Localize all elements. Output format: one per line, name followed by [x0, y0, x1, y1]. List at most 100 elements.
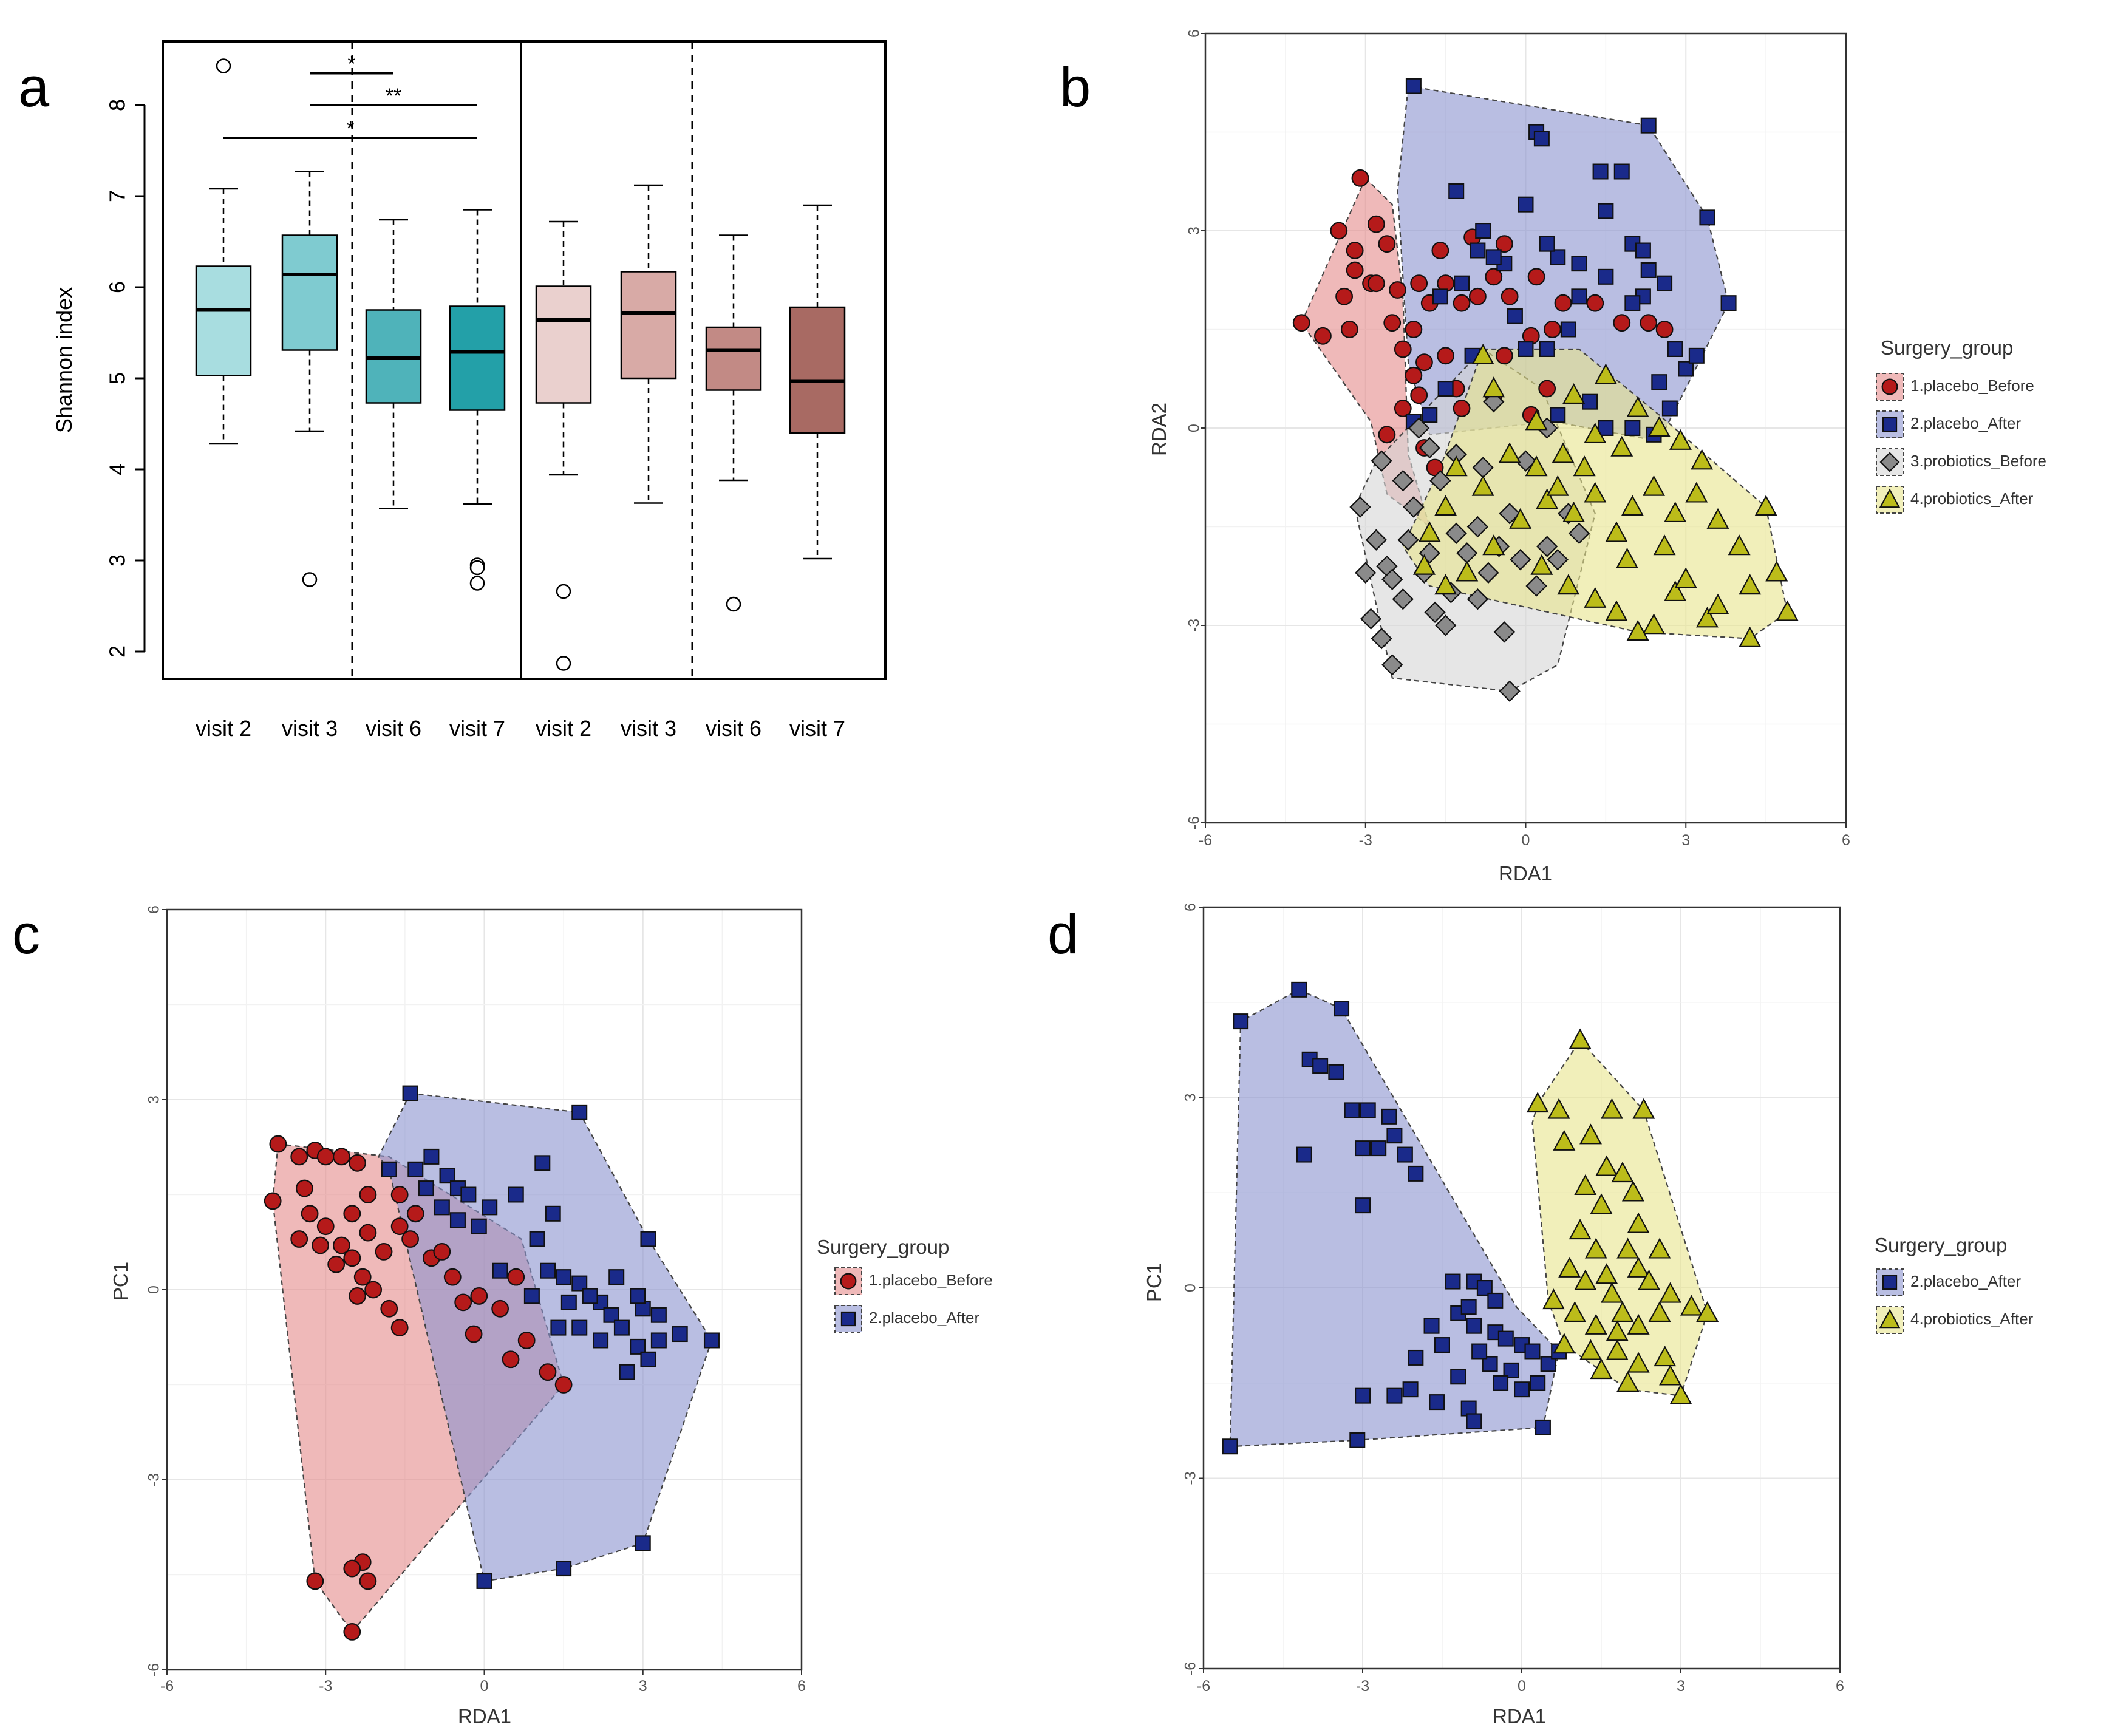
panel-a-x-tick-label: visit 6 — [706, 716, 761, 741]
panel-a-significance: **** — [223, 53, 477, 140]
panel-c-point — [359, 1572, 377, 1590]
panel-c-point — [343, 1559, 361, 1578]
panel-d-point — [1349, 1432, 1366, 1448]
panel-d-point — [1648, 1237, 1671, 1259]
panel-b-point — [1389, 281, 1406, 299]
panel-b-legend-item: 4.probiotics_After — [1876, 486, 2034, 514]
panel-b-point — [1667, 341, 1683, 357]
panel-d-point — [1579, 1339, 1603, 1360]
panel-a-significance-label: * — [346, 117, 354, 140]
panel-c-point — [482, 1199, 498, 1216]
panel-d-series — [1222, 981, 1567, 1455]
panel-a-box — [789, 204, 846, 560]
panel-d-point — [1397, 1146, 1413, 1163]
panel-b-point — [1626, 396, 1649, 417]
panel-c-point — [418, 1180, 434, 1197]
panel-d-point — [1547, 1098, 1570, 1119]
panel-d-point — [1526, 1092, 1549, 1113]
panel-d-point — [1600, 1098, 1623, 1119]
panel-b-point — [1371, 628, 1392, 650]
panel-b-point — [1514, 450, 1537, 472]
panel-c-point — [443, 1268, 462, 1286]
panel-b-point — [1314, 327, 1332, 345]
panel-d-y-title: PC1 — [1143, 1263, 1165, 1302]
panel-b-point — [1518, 341, 1534, 357]
panel-c-x-tick-label: 6 — [797, 1678, 806, 1695]
panel-b-legend-item: 1.placebo_Before — [1876, 373, 2034, 401]
panel-a-x-tick-label: visit 3 — [621, 716, 676, 741]
panel-c-point — [343, 1622, 361, 1641]
panel-b-point — [1397, 529, 1419, 551]
panel-b-point — [1550, 249, 1566, 265]
panel-d-x-tick-label: -3 — [1356, 1678, 1369, 1695]
panel-c-point — [608, 1269, 625, 1285]
panel-c-point — [349, 1287, 366, 1305]
panel-b-series — [1292, 169, 1674, 477]
panel-b-point — [1657, 275, 1673, 291]
panel-b-point — [1571, 256, 1587, 272]
panel-a-x-tick-label: visit 2 — [196, 716, 251, 741]
panel-d-point — [1493, 1375, 1509, 1391]
panel-c-point — [316, 1148, 335, 1166]
panel-c-legend-label: 1.placebo_Before — [869, 1271, 993, 1289]
panel-b-point — [1419, 437, 1440, 459]
panel-c-point — [332, 1236, 350, 1254]
panel-d-point — [1606, 1339, 1629, 1360]
panel-d-point — [1386, 1128, 1403, 1144]
panel-b-point — [1691, 449, 1714, 470]
panel-a-y-title: Shannon index — [52, 287, 77, 433]
panel-b-point — [1471, 475, 1494, 496]
panel-b-point — [1499, 503, 1521, 525]
panel-b-legend-label: 2.placebo_After — [1910, 414, 2021, 432]
panel-d-point — [1648, 1301, 1671, 1322]
panel-c-point — [290, 1230, 308, 1248]
panel-d-point — [1627, 1352, 1650, 1373]
panel-c-point — [402, 1085, 418, 1101]
panel-b-point — [1582, 393, 1598, 410]
panel-d-letter: d — [1047, 904, 1078, 965]
panel-b-point — [1538, 380, 1556, 398]
panel-d-point — [1482, 1356, 1498, 1372]
panel-c-point — [529, 1231, 545, 1247]
panel-c-point — [465, 1325, 483, 1343]
panel-b-point — [1471, 344, 1494, 365]
panel-b-x-tick-label: 3 — [1681, 832, 1690, 849]
panel-b-point — [1688, 347, 1705, 364]
panel-b-point — [1470, 242, 1486, 259]
panel-b-point — [1493, 621, 1515, 643]
panel-b-point — [1626, 620, 1649, 641]
panel-b-point — [1405, 366, 1423, 384]
panel-d-point — [1584, 1313, 1607, 1335]
panel-d-point — [1574, 1269, 1597, 1290]
panel-a-box-body — [535, 285, 592, 404]
panel-c-point — [471, 1218, 487, 1234]
panel-c-x-tick-label: -6 — [160, 1678, 174, 1695]
panel-c-legend-item: 2.placebo_After — [834, 1305, 979, 1333]
panel-b-point — [1346, 261, 1364, 279]
panel-b-y-tick-label: -6 — [1186, 816, 1203, 829]
panel-a-box-body — [195, 265, 252, 376]
panel-d-series — [1526, 1028, 1719, 1404]
panel-b-point — [1685, 482, 1708, 503]
panel-b-point — [1453, 294, 1471, 312]
panel-b-point — [1695, 607, 1719, 628]
panel-c-point — [556, 1269, 572, 1285]
panel-b-point — [1728, 534, 1751, 556]
panel-b-point — [1466, 588, 1489, 610]
panel-d-point — [1408, 1165, 1424, 1182]
panel-d-point — [1595, 1263, 1618, 1284]
panel-d-point — [1638, 1269, 1661, 1290]
panel-c-point — [390, 1319, 409, 1337]
panel-c-point — [401, 1230, 419, 1248]
panel-d-point — [1291, 981, 1307, 998]
panel-c-point — [327, 1255, 346, 1273]
panel-d-x-tick-label: 6 — [1836, 1678, 1844, 1695]
panel-c-point — [454, 1293, 472, 1312]
panel-b-point — [1403, 496, 1425, 518]
panel-b-point — [1613, 163, 1630, 180]
panel-b-x-tick-label: -6 — [1199, 832, 1212, 849]
panel-b-point — [1598, 420, 1614, 436]
panel-b-point — [1482, 376, 1505, 398]
